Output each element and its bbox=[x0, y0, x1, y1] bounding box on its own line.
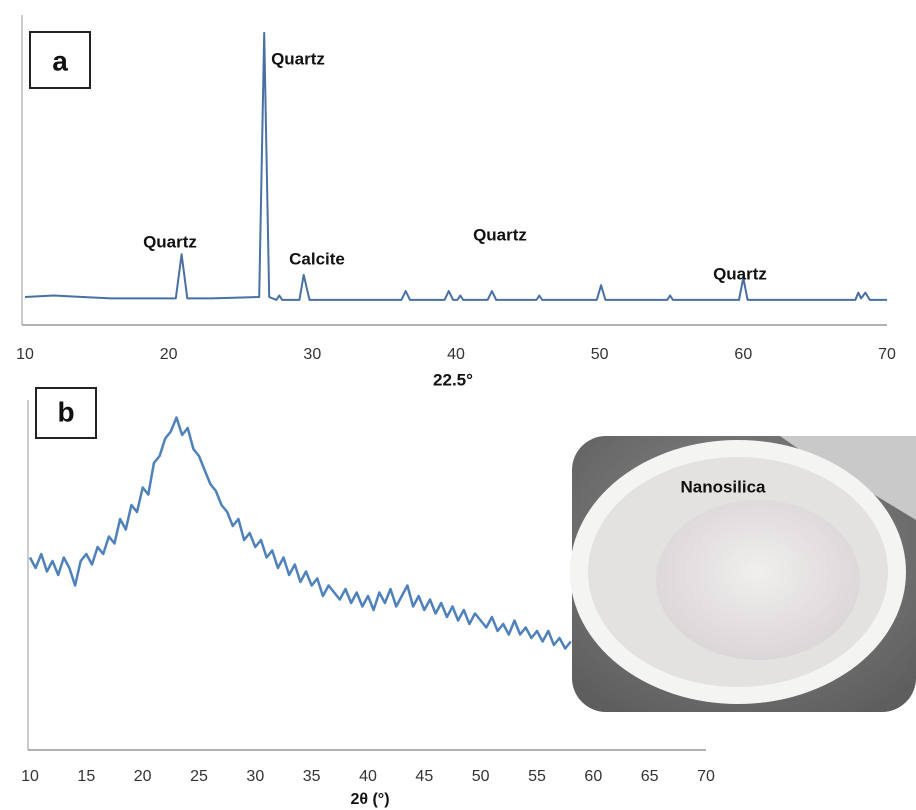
powder bbox=[656, 500, 860, 660]
x-axis-label: 2θ (°) bbox=[350, 791, 389, 808]
x-tick-label: 25 bbox=[190, 768, 208, 785]
annotation: Quartz bbox=[271, 49, 325, 68]
x-tick-label: 30 bbox=[303, 346, 321, 363]
x-tick-label: 40 bbox=[447, 346, 465, 363]
x-tick-label: 50 bbox=[591, 346, 609, 363]
x-tick-label: 55 bbox=[528, 768, 546, 785]
annotation: a bbox=[52, 45, 68, 76]
x-tick-label: 50 bbox=[472, 768, 490, 785]
annotation: Calcite bbox=[289, 249, 345, 268]
x-tick-label: 70 bbox=[697, 768, 715, 785]
x-tick-label: 30 bbox=[246, 768, 264, 785]
data-line bbox=[28, 416, 572, 650]
x-tick-label: 60 bbox=[734, 346, 752, 363]
x-tick-label: 20 bbox=[134, 768, 152, 785]
annotation: b bbox=[57, 396, 74, 427]
x-tick-label: 65 bbox=[641, 768, 659, 785]
x-tick-label: 35 bbox=[303, 768, 321, 785]
x-tick-label: 40 bbox=[359, 768, 377, 785]
x-tick-label: 10 bbox=[16, 346, 34, 363]
inset-photo: Nanosilica bbox=[570, 436, 916, 712]
inset-label: Nanosilica bbox=[680, 477, 766, 496]
annotation: 22.5° bbox=[433, 370, 473, 389]
x-tick-label: 60 bbox=[584, 768, 602, 785]
x-tick-label: 45 bbox=[415, 768, 433, 785]
panel-label-box bbox=[29, 31, 91, 89]
data-line bbox=[24, 31, 887, 301]
x-tick-label: 15 bbox=[77, 768, 95, 785]
annotation: Quartz bbox=[143, 232, 197, 251]
annotation: Quartz bbox=[473, 225, 527, 244]
annotation: Quartz bbox=[713, 264, 767, 283]
x-tick-label: 20 bbox=[160, 346, 178, 363]
panel-label-box bbox=[35, 387, 97, 439]
x-tick-label: 70 bbox=[878, 346, 896, 363]
plots: 10 20 30 40 50 60 70 a Quartz Quartz Calcite Quartz… bbox=[16, 15, 896, 808]
x-tick-label: 10 bbox=[21, 768, 39, 785]
